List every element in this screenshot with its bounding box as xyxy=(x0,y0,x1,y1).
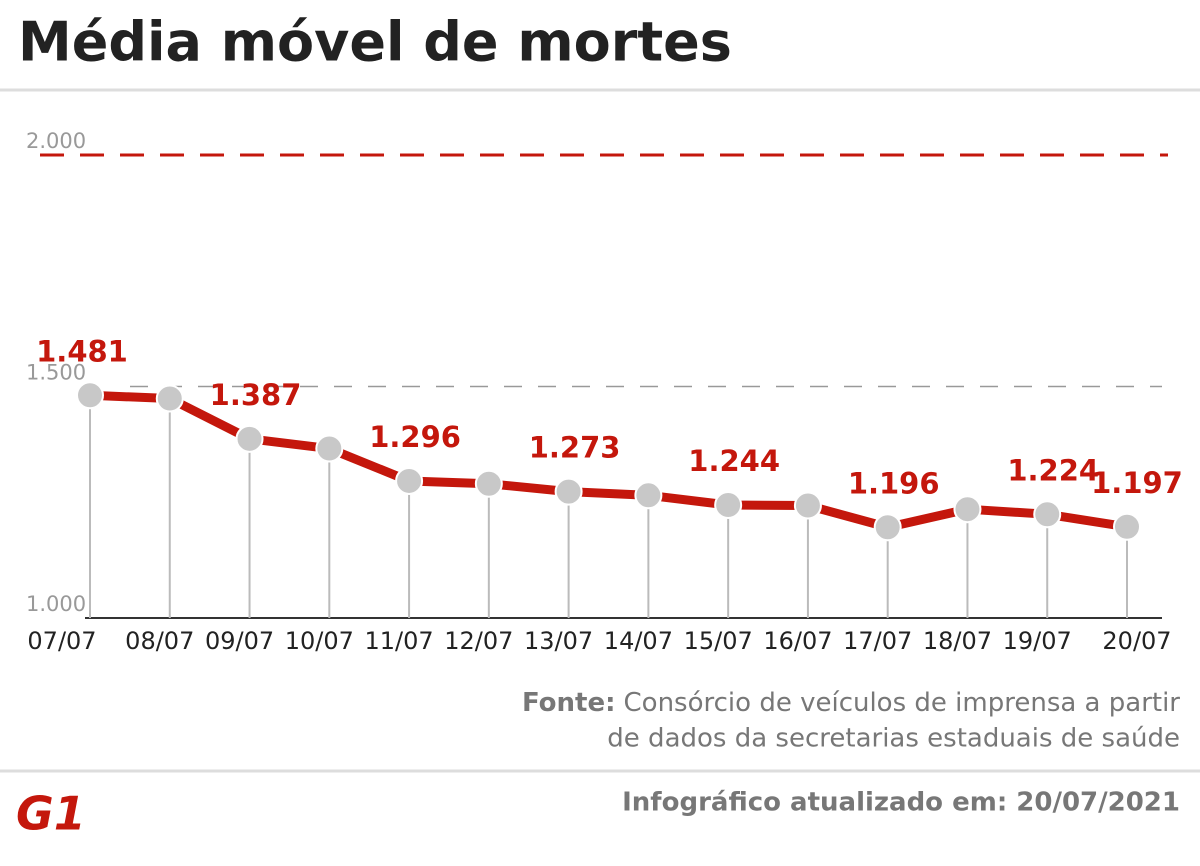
x-tick-label: 09/07 xyxy=(205,627,274,655)
data-label: 1.481 xyxy=(36,334,128,368)
chart-title: Média móvel de mortes xyxy=(18,11,732,74)
data-point xyxy=(793,491,822,520)
x-tick-label: 19/07 xyxy=(1003,627,1072,655)
data-label: 1.273 xyxy=(529,431,621,465)
data-label: 1.296 xyxy=(369,420,461,454)
data-point xyxy=(474,469,503,498)
data-point xyxy=(395,466,424,495)
x-tick-label: 18/07 xyxy=(923,627,992,655)
x-tick-label: 15/07 xyxy=(684,627,753,655)
updated: Infográfico atualizado em: 20/07/2021 xyxy=(622,788,1180,818)
data-label: 1.197 xyxy=(1091,466,1183,500)
x-tick-label: 07/07 xyxy=(27,627,96,655)
data-label: 1.224 xyxy=(1007,453,1099,487)
data-point xyxy=(714,491,743,520)
data-point xyxy=(235,424,264,453)
x-tick-label: 10/07 xyxy=(285,627,354,655)
data-point xyxy=(634,481,663,510)
data-point xyxy=(554,477,583,506)
data-point xyxy=(953,495,982,524)
data-point xyxy=(315,434,344,463)
x-tick-label: 08/07 xyxy=(125,627,194,655)
data-label: 1.244 xyxy=(688,444,780,478)
source: Fonte: Consórcio de veículos de imprensa … xyxy=(522,688,1180,718)
data-point xyxy=(873,513,902,542)
source-label: Fonte: xyxy=(522,688,616,718)
y-tick-label: 1.500 xyxy=(26,361,86,385)
y-tick-label: 2.000 xyxy=(26,129,86,153)
data-point xyxy=(76,381,104,410)
source-text: Consórcio de veículos de imprensa a part… xyxy=(624,688,1181,718)
data-point xyxy=(155,384,184,413)
data-label: 1.196 xyxy=(848,466,940,500)
x-tick-label: 11/07 xyxy=(364,627,433,655)
x-tick-label: 13/07 xyxy=(524,627,593,655)
data-label: 1.387 xyxy=(210,378,302,412)
data-point xyxy=(1113,512,1141,541)
x-tick-label: 17/07 xyxy=(843,627,912,655)
x-tick-label: 20/07 xyxy=(1102,627,1171,655)
data-point xyxy=(1033,500,1062,529)
source-text: de dados da secretarias estaduais de saú… xyxy=(607,724,1180,754)
x-tick-label: 12/07 xyxy=(444,627,513,655)
x-tick-label: 16/07 xyxy=(763,627,832,655)
x-tick-label: 14/07 xyxy=(604,627,673,655)
y-tick-label: 1.000 xyxy=(26,592,86,616)
logo: G1 xyxy=(16,787,86,841)
